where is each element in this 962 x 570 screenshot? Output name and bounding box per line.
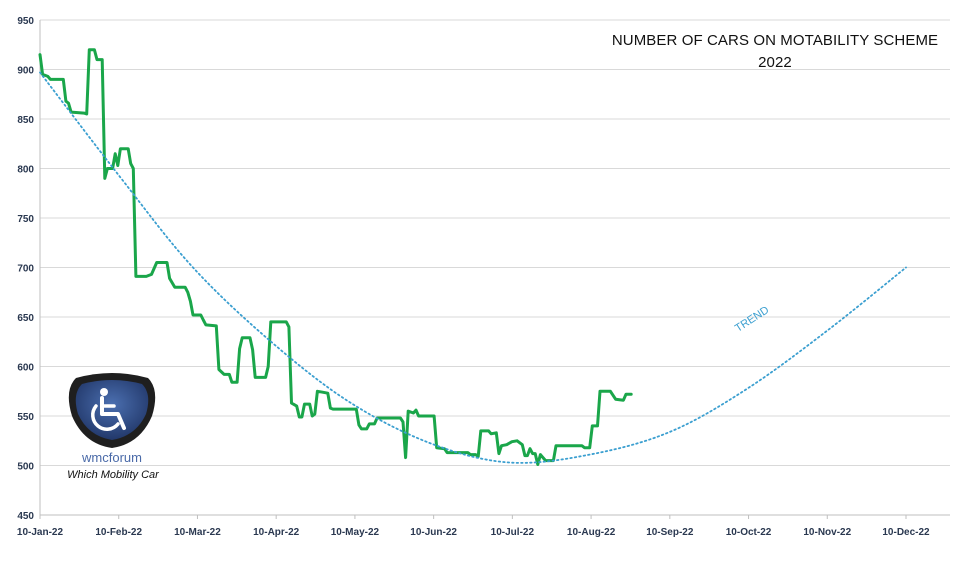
chart-title: NUMBER OF CARS ON MOTABILITY SCHEME 2022 [560,30,962,74]
trend-line [39,71,907,464]
chart-title-line-1: NUMBER OF CARS ON MOTABILITY SCHEME [611,32,939,49]
x-tick-label: 10-Apr-22 [253,527,300,538]
x-tick-label: 10-Oct-22 [726,527,772,538]
x-tick-label: 10-Mar-22 [174,527,221,538]
y-tick-label: 750 [17,214,34,225]
x-tick-label: 10-Aug-22 [567,527,616,538]
series-line [38,48,633,466]
y-tick-label: 450 [17,511,34,522]
x-tick-label: 10-Jan-22 [17,527,64,538]
y-tick-label: 500 [17,462,34,473]
y-tick-label: 550 [17,412,34,423]
y-tick-label: 650 [17,313,34,324]
y-tick-label: 950 [17,16,34,27]
trend-label: TREND [733,304,771,335]
logo-tagline: Which Mobility Car [67,469,159,481]
x-tick-label: 10-Jun-22 [410,527,457,538]
y-tick-label: 800 [17,165,34,176]
x-tick-label: 10-May-22 [331,527,380,538]
y-tick-label: 600 [17,363,34,374]
x-tick-label: 10-Feb-22 [95,527,142,538]
x-tick-label: 10-Dec-22 [882,527,930,538]
y-tick-label: 700 [17,264,34,275]
wheelchair-icon [68,373,156,448]
x-tick-label: 10-Nov-22 [803,527,851,538]
x-tick-label: 10-Sep-22 [646,527,694,538]
y-tick-label: 900 [17,66,34,77]
logo-wordmark: wmcforum [82,450,142,465]
x-tick-label: 10-Jul-22 [491,527,535,538]
wmcforum-logo: wmcforum Which Mobility Car [60,370,180,490]
y-tick-label: 850 [17,115,34,126]
chart-title-line-2: 2022 [758,54,792,71]
